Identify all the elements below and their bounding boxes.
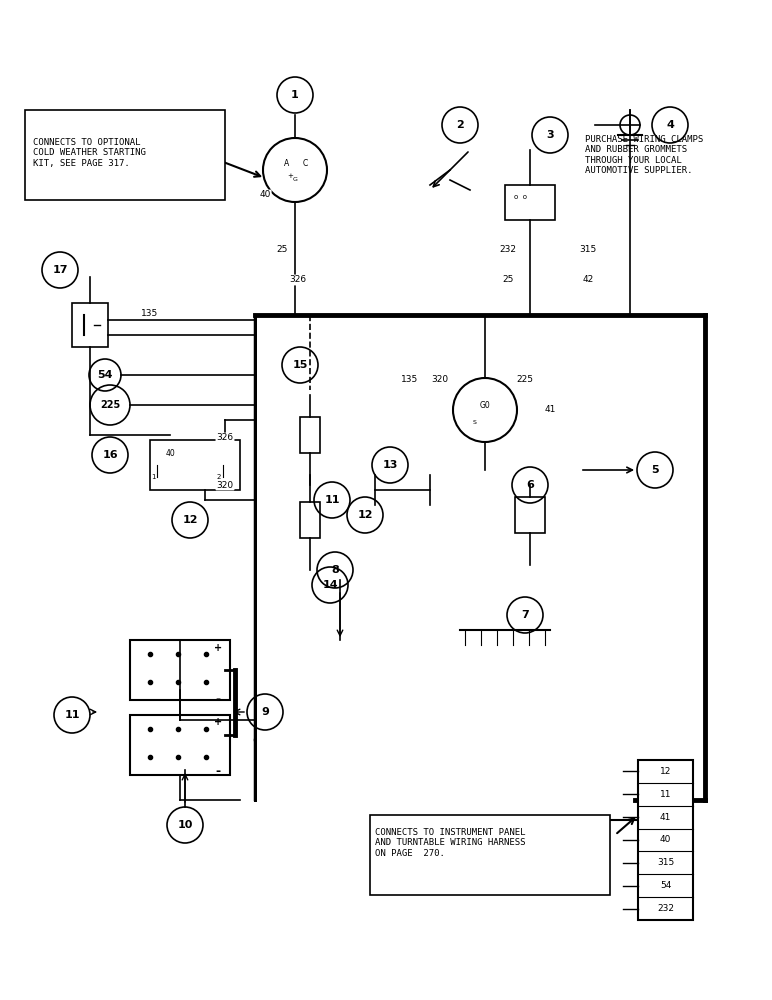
Text: 225: 225 [516,375,533,384]
Text: 2: 2 [456,120,464,130]
Text: 2: 2 [217,474,222,480]
Bar [300,417,320,453]
Bar [130,715,230,775]
Text: 315: 315 [657,858,674,867]
Bar [300,502,320,538]
Text: A: A [284,159,290,168]
Text: G0: G0 [479,401,490,410]
Text: 12: 12 [182,515,198,525]
Text: o  o: o o [513,194,527,200]
FancyBboxPatch shape [25,110,225,200]
Text: +: + [287,173,293,179]
Text: 1: 1 [291,90,299,100]
Text: 1: 1 [151,474,155,480]
Text: -: - [215,766,221,778]
Text: 326: 326 [290,275,306,284]
Text: 12: 12 [660,767,671,776]
Text: 320: 320 [216,481,234,489]
Text: 40: 40 [165,448,175,458]
Text: 25: 25 [276,245,288,254]
Text: 16: 16 [102,450,118,460]
Text: 135: 135 [141,308,158,318]
Text: 40: 40 [259,190,271,199]
Text: 326: 326 [216,434,234,442]
Bar [515,497,545,533]
Text: 320: 320 [432,375,449,384]
Text: 40: 40 [660,836,671,844]
Text: 17: 17 [52,265,68,275]
Text: G: G [293,177,297,182]
Text: 9: 9 [261,707,269,717]
Text: CONNECTS TO INSTRUMENT PANEL
AND TURNTABLE WIRING HARNESS
ON PAGE  270.: CONNECTS TO INSTRUMENT PANEL AND TURNTAB… [375,828,526,858]
Text: C: C [303,159,307,168]
Text: 11: 11 [324,495,340,505]
Bar [150,440,240,490]
Bar [505,185,555,220]
Text: -: - [215,694,221,706]
Bar [72,303,108,347]
Text: 8: 8 [331,565,339,575]
Text: 54: 54 [660,881,671,890]
FancyBboxPatch shape [370,815,610,895]
Text: +: + [214,717,222,727]
Text: 3: 3 [546,130,554,140]
Text: 135: 135 [401,375,418,384]
Text: 25: 25 [503,275,513,284]
Text: 4: 4 [666,120,674,130]
Text: 13: 13 [382,460,398,470]
Text: 10: 10 [178,820,193,830]
Text: 41: 41 [544,406,556,414]
Text: 315: 315 [579,245,597,254]
Text: 11: 11 [64,710,80,720]
Text: +: + [214,643,222,653]
Text: 6: 6 [526,480,534,490]
Text: CONNECTS TO OPTIONAL
COLD WEATHER STARTING
KIT, SEE PAGE 317.: CONNECTS TO OPTIONAL COLD WEATHER STARTI… [33,138,146,168]
Text: 12: 12 [357,510,373,520]
Text: 7: 7 [521,610,529,620]
Text: 11: 11 [660,790,671,799]
Text: PURCHASE WIRING CLAMPS
AND RUBBER GROMMETS
THROUGH YOUR LOCAL
AUTOMOTIVE SUPPLIE: PURCHASE WIRING CLAMPS AND RUBBER GROMME… [585,135,703,175]
Text: S: S [473,420,477,424]
Text: 225: 225 [100,400,120,410]
Bar [130,640,230,700]
Bar [638,760,693,920]
Text: 54: 54 [97,370,113,380]
Text: 232: 232 [499,245,516,254]
Text: 232: 232 [657,904,674,913]
Text: 14: 14 [322,580,338,590]
Text: 41: 41 [660,813,671,822]
Text: 5: 5 [652,465,659,475]
Text: 15: 15 [293,360,308,370]
Text: 42: 42 [582,275,594,284]
